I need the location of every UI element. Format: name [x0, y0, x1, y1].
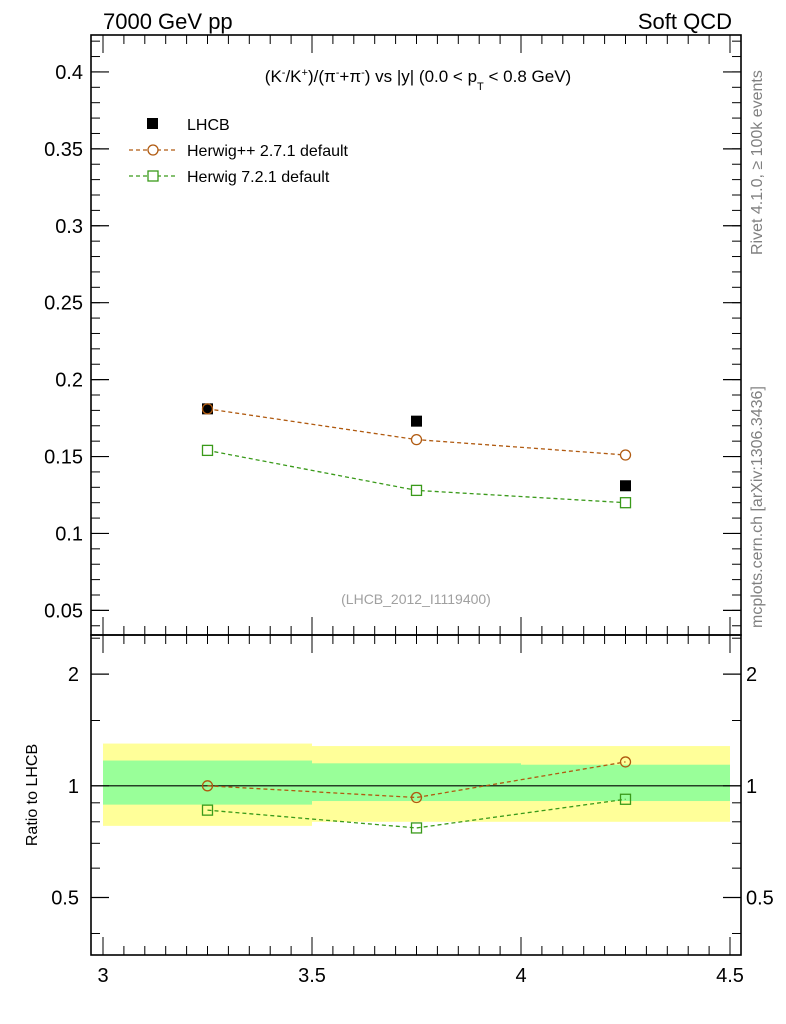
ratio-ytick-label-right: 2 — [746, 664, 757, 686]
data-point-lhcb — [411, 415, 422, 427]
main-ytick-label: 0.3 — [55, 216, 83, 238]
ratio-xtick-label: 3 — [97, 965, 108, 987]
data-point-herwig7 — [201, 444, 214, 457]
data-point-herwig7 — [619, 497, 632, 509]
ratio-line-herwigpp — [207, 761, 626, 799]
main-title: (K-/K+)/(π-+π-) vs |y| (0.0 < pT < 0.8 G… — [265, 67, 571, 93]
title-sup-2: + — [302, 67, 308, 79]
legend-herwig7-marker — [147, 170, 159, 182]
ratio-ytick-label-left: 2 — [68, 664, 79, 686]
ratio-ytick-label-left: 1 — [68, 776, 79, 798]
title-sup-1: - — [282, 67, 286, 79]
data-point-lhcb — [620, 480, 631, 492]
data-point-lhcb — [202, 403, 213, 415]
title-part-6: < 0.8 GeV) — [484, 67, 571, 86]
legend-herwig7-label: Herwig 7.2.1 default — [187, 169, 330, 186]
ratio-xtick-label: 4 — [515, 965, 526, 987]
legend: LHCB Herwig++ 2.7.1 default Herwig 7.2.1… — [129, 117, 349, 186]
main-ytick-label: 0.35 — [44, 139, 83, 161]
main-ytick-label: 0.25 — [44, 293, 83, 315]
title-sup-4: - — [361, 67, 365, 79]
rivet-label: Rivet 4.1.0, ≥ 100k events — [749, 70, 766, 255]
header-right: Soft QCD — [638, 9, 732, 34]
ratio-point-herwigpp — [201, 780, 214, 792]
analysis-watermark: (LHCB_2012_I1119400) — [341, 591, 491, 607]
data-point-herwigpp — [410, 433, 423, 446]
legend-lhcb-label: LHCB — [187, 117, 230, 134]
ratio-band-inner — [521, 764, 730, 802]
ratio-xtick-label: 3.5 — [298, 965, 326, 987]
title-part-3: )/(π — [308, 67, 336, 86]
main-panel-marks — [201, 403, 632, 509]
title-part-1: (K — [265, 67, 283, 86]
ratio-bands — [103, 743, 730, 826]
main-ytick-label: 0.05 — [44, 600, 83, 622]
ratio-point-herwig7 — [201, 804, 214, 816]
legend-herwigpp-marker — [147, 144, 159, 156]
ratio-ylabel: Ratio to LHCB — [24, 744, 41, 846]
ratio-ytick-label-right: 1 — [746, 776, 757, 798]
title-part-4: +π — [339, 67, 361, 86]
ratio-point-herwig7 — [619, 793, 632, 805]
ratio-ytick-label-left: 0.5 — [51, 888, 79, 910]
ratio-panel-axes: 0.5 0.5 1 1 2 2 3 3.5 4 4.5 — [51, 634, 774, 987]
main-ytick-label: 0.4 — [55, 62, 83, 84]
main-ytick-label: 0.15 — [44, 447, 83, 469]
main-ytick-label: 0.2 — [55, 370, 83, 392]
ratio-ytick-label-right: 0.5 — [746, 888, 774, 910]
ratio-line-herwig7 — [207, 798, 626, 829]
ratio-point-herwigpp — [619, 756, 632, 768]
legend-lhcb-marker — [147, 118, 158, 129]
header-left: 7000 GeV pp — [103, 9, 233, 34]
legend-herwigpp-label: Herwig++ 2.7.1 default — [187, 143, 349, 160]
ratio-band-inner — [103, 760, 312, 805]
title-sub-5: T — [477, 81, 484, 93]
title-part-5: ) vs |y| (0.0 < p — [365, 67, 477, 86]
title-part-2: /K — [285, 67, 302, 86]
data-point-herwigpp — [201, 403, 214, 415]
data-point-herwig7 — [410, 484, 423, 497]
mcplots-label: mcplots.cern.ch [arXiv:1306.3436] — [749, 386, 766, 628]
ratio-band-inner — [312, 763, 521, 802]
title-sup-3: - — [336, 67, 340, 79]
ratio-point-herwig7 — [410, 822, 423, 834]
data-point-herwigpp — [619, 449, 632, 461]
ratio-panel-marks — [201, 756, 632, 834]
main-ytick-label: 0.1 — [55, 523, 83, 545]
ratio-xtick-label: 4.5 — [716, 965, 744, 987]
ratio-point-herwigpp — [410, 791, 423, 804]
